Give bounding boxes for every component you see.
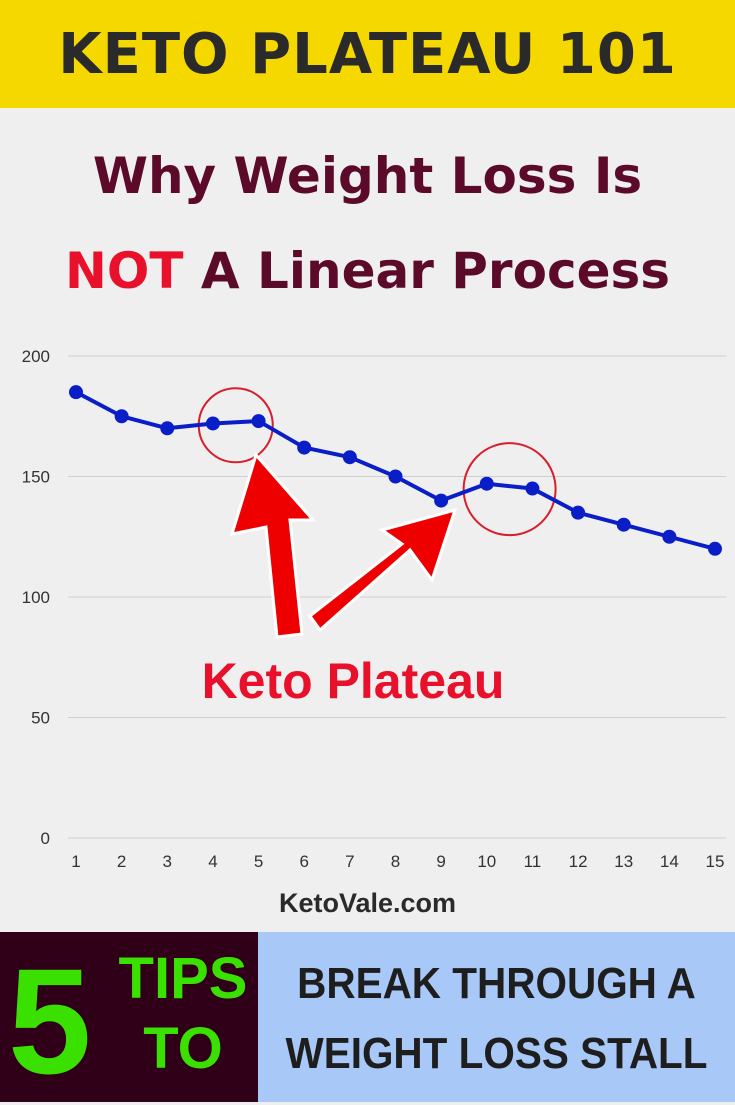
y-tick-label: 200 <box>22 347 50 366</box>
data-point <box>160 421 175 436</box>
x-tick-label: 3 <box>163 852 172 871</box>
site-name: KetoVale.com <box>278 888 457 918</box>
x-tick-label: 8 <box>391 852 400 871</box>
y-tick-label: 0 <box>41 829 50 848</box>
x-tick-label: 2 <box>117 852 126 871</box>
y-tick-labels: 0 50 100 150 200 <box>22 347 50 848</box>
data-points <box>69 385 722 556</box>
to-word: TO <box>143 1016 223 1081</box>
headline-line-2: NOT A Linear Process <box>0 241 735 301</box>
tips-word: TIPS <box>118 946 248 1011</box>
x-tick-label: 15 <box>706 852 725 871</box>
x-tick-label: 5 <box>254 852 263 871</box>
y-tick-label: 100 <box>22 588 50 607</box>
x-tick-label: 12 <box>569 852 588 871</box>
arrow-right <box>307 507 458 633</box>
plateau-circle <box>462 442 557 537</box>
y-tick-label: 50 <box>31 709 50 728</box>
y-tick-label: 150 <box>22 468 50 487</box>
tips-number: 5 <box>8 937 92 1105</box>
data-point <box>205 416 220 431</box>
plateau-arrows <box>229 451 458 639</box>
x-tick-label: 14 <box>660 852 679 871</box>
x-tick-label: 4 <box>208 852 217 871</box>
x-tick-label: 6 <box>299 852 308 871</box>
data-point <box>69 385 83 400</box>
data-point <box>525 481 540 496</box>
headline-rest: A Linear Process <box>200 242 671 300</box>
x-tick-label: 1 <box>71 852 80 871</box>
cta-line-2: WEIGHT LOSS STALL <box>285 1029 708 1078</box>
x-tick-label: 10 <box>477 852 496 871</box>
x-tick-label: 11 <box>524 852 542 871</box>
data-point <box>342 450 357 465</box>
keto-plateau-label: Keto Plateau <box>202 653 505 709</box>
x-tick-labels: 1 2 3 4 5 6 7 8 9 10 11 12 13 14 15 <box>71 852 724 871</box>
grid-lines <box>68 355 726 839</box>
data-point <box>616 517 631 532</box>
headline-not: NOT <box>64 242 184 300</box>
cta-line-1: BREAK THROUGH A <box>297 959 696 1008</box>
data-point <box>114 409 129 424</box>
data-point <box>571 505 586 520</box>
data-point <box>662 529 677 544</box>
headline-line-1: Why Weight Loss Is <box>92 147 643 205</box>
x-tick-label: 7 <box>345 852 354 871</box>
data-point <box>434 493 449 508</box>
data-point <box>251 414 266 429</box>
data-point <box>388 469 403 484</box>
tips-panel <box>0 932 258 1102</box>
cta-panel <box>258 932 735 1102</box>
data-point <box>708 541 722 556</box>
data-point <box>479 476 494 491</box>
top-banner: KETO PLATEAU 101 <box>0 0 735 108</box>
banner-title: KETO PLATEAU 101 <box>58 21 677 87</box>
arrow-left <box>229 451 317 639</box>
x-tick-label: 13 <box>614 852 633 871</box>
data-point <box>297 440 312 455</box>
x-tick-label: 9 <box>436 852 445 871</box>
